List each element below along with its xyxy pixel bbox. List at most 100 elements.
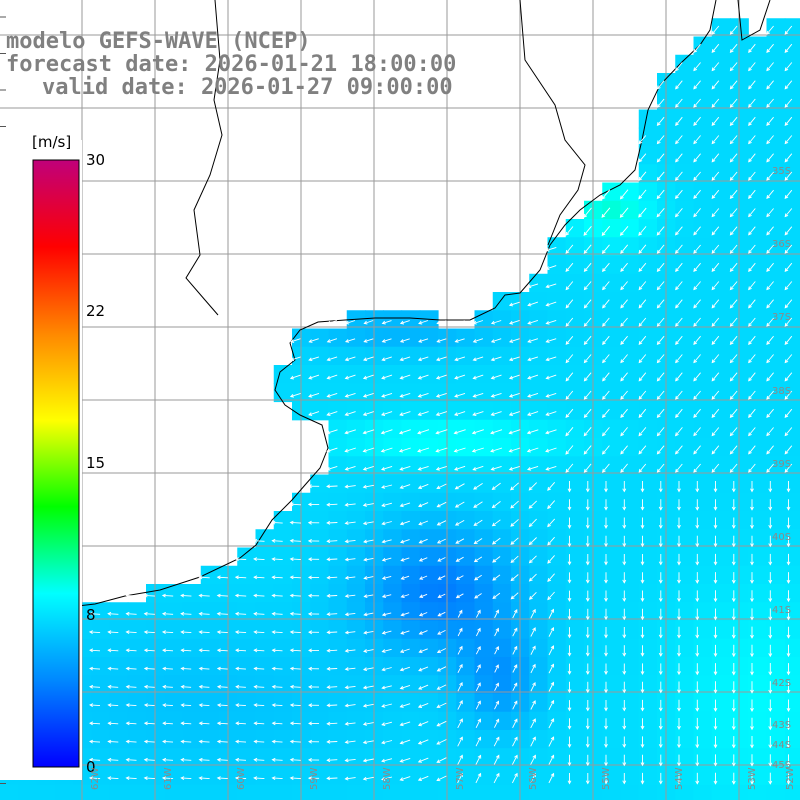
field-cell: [529, 292, 549, 311]
field-cell: [565, 401, 585, 421]
field-cell: [529, 346, 549, 366]
wind-arrow: [417, 721, 429, 727]
wind-arrow-head: [750, 524, 754, 530]
wind-arrow-head: [399, 722, 404, 727]
wind-arrow: [308, 648, 320, 653]
wind-arrow: [748, 80, 756, 90]
wind-arrow-head: [729, 176, 734, 181]
wind-arrow-shaft: [363, 503, 374, 506]
wind-arrow: [729, 98, 738, 108]
wind-arrow-head: [711, 213, 716, 218]
field-cell: [456, 675, 476, 695]
field-cell: [492, 675, 512, 695]
lon-label: 61W: [163, 767, 174, 790]
wind-arrow-shaft: [456, 556, 464, 562]
wind-arrow: [289, 538, 301, 543]
wind-arrow: [656, 226, 665, 236]
wind-arrow-head: [768, 634, 773, 639]
wind-arrow-head: [437, 576, 442, 580]
wind-arrow-shaft: [419, 557, 428, 562]
wind-arrow: [344, 429, 356, 435]
wind-arrow-shaft: [784, 281, 793, 290]
field-cell: [346, 547, 366, 567]
wind-arrow-shaft: [675, 208, 683, 217]
wind-arrow: [326, 557, 338, 562]
field-cell: [547, 346, 567, 366]
wind-arrow-head: [766, 158, 771, 163]
wind-arrow-shaft: [400, 757, 411, 763]
field-cell: [54, 784, 74, 800]
wind-arrow: [750, 626, 754, 639]
wind-arrow-head: [567, 743, 572, 748]
wind-arrow-head: [289, 520, 294, 525]
wind-arrow-shaft: [162, 631, 174, 634]
wind-arrow-head: [602, 304, 606, 309]
wind-arrow-head: [418, 686, 423, 690]
wind-arrow-shaft: [657, 98, 665, 108]
field-cell: [456, 565, 476, 585]
wind-arrow-head: [381, 521, 386, 526]
wind-arrow-shaft: [144, 740, 155, 743]
wind-arrow-head: [495, 609, 499, 614]
wind-arrow-head: [784, 49, 789, 54]
wind-arrow-shaft: [400, 356, 411, 361]
wind-arrow-head: [344, 393, 349, 398]
wind-arrow-shaft: [766, 98, 774, 108]
wind-arrow-head: [675, 468, 679, 473]
wind-arrow: [583, 445, 592, 455]
field-cell: [164, 730, 184, 749]
wind-arrow-shaft: [766, 317, 774, 327]
wind-arrow-head: [271, 538, 276, 543]
wind-arrow: [512, 645, 518, 655]
wind-arrow: [567, 481, 572, 493]
field-cell: [638, 365, 658, 384]
field-cell: [693, 292, 713, 311]
wind-arrow-head: [436, 759, 441, 763]
wind-arrow-shaft: [530, 736, 536, 747]
wind-arrow-head: [695, 506, 700, 511]
wind-arrow: [216, 776, 228, 780]
field-cell: [237, 730, 257, 749]
wind-arrow-shaft: [381, 776, 393, 780]
wind-arrow: [695, 663, 700, 676]
field-cell: [565, 237, 585, 257]
wind-arrow-shaft: [327, 320, 338, 324]
wind-arrow-shaft: [381, 411, 393, 416]
wind-arrow-head: [711, 359, 716, 364]
wind-arrow: [677, 736, 681, 749]
wind-arrow: [362, 374, 374, 380]
wind-arrow-head: [695, 561, 700, 566]
wind-arrow-shaft: [254, 686, 265, 688]
wind-arrow-shaft: [363, 539, 374, 543]
wind-arrow: [748, 317, 756, 327]
wind-arrow: [622, 718, 627, 730]
field-cell: [784, 109, 800, 129]
wind-arrow: [344, 374, 356, 380]
wind-arrow-head: [418, 339, 423, 343]
wind-arrow: [748, 463, 756, 473]
wind-arrow: [656, 427, 665, 437]
wind-arrow: [786, 590, 791, 603]
wind-arrow-shaft: [235, 594, 247, 597]
wind-arrow: [344, 740, 356, 744]
wind-arrow: [675, 262, 683, 273]
wind-arrow-shaft: [382, 320, 392, 324]
wind-arrow: [326, 411, 338, 416]
wind-arrow-head: [731, 653, 736, 658]
wind-arrow: [362, 776, 374, 781]
wind-arrow-head: [731, 634, 736, 639]
field-cell: [711, 18, 731, 38]
wind-arrow: [675, 226, 683, 236]
wind-arrow-head: [344, 539, 349, 544]
field-cell: [638, 784, 658, 800]
wind-arrow: [180, 703, 192, 708]
wind-arrow-head: [711, 103, 716, 108]
wind-arrow-shaft: [108, 649, 119, 652]
wind-arrow-head: [693, 249, 698, 254]
wind-arrow-shaft: [437, 702, 447, 708]
wind-arrow-head: [180, 721, 185, 726]
field-cell: [602, 675, 622, 695]
field-cell: [711, 200, 731, 220]
wind-arrow-head: [565, 468, 570, 473]
wind-arrow: [729, 299, 738, 309]
